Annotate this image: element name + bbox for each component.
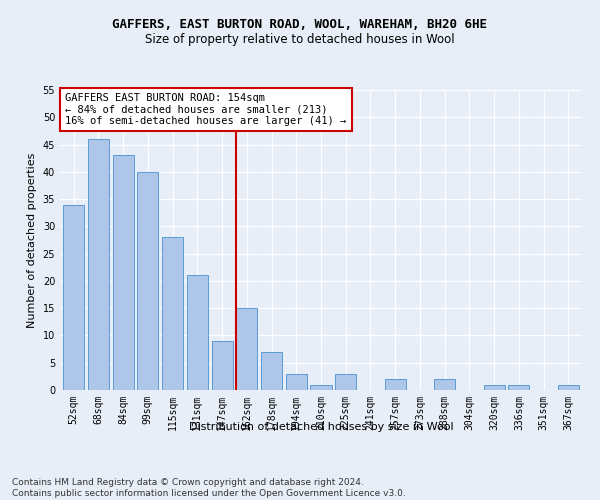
- Bar: [558, 384, 579, 390]
- Bar: [137, 172, 158, 390]
- Bar: [88, 139, 109, 390]
- Bar: [310, 384, 332, 390]
- Text: Size of property relative to detached houses in Wool: Size of property relative to detached ho…: [145, 32, 455, 46]
- Text: Contains HM Land Registry data © Crown copyright and database right 2024.
Contai: Contains HM Land Registry data © Crown c…: [12, 478, 406, 498]
- Bar: [162, 238, 183, 390]
- Bar: [261, 352, 282, 390]
- Bar: [335, 374, 356, 390]
- Bar: [212, 341, 233, 390]
- Bar: [236, 308, 257, 390]
- Bar: [508, 384, 529, 390]
- Bar: [63, 204, 84, 390]
- Bar: [286, 374, 307, 390]
- Bar: [434, 379, 455, 390]
- Bar: [187, 276, 208, 390]
- Y-axis label: Number of detached properties: Number of detached properties: [27, 152, 37, 328]
- Text: GAFFERS EAST BURTON ROAD: 154sqm
← 84% of detached houses are smaller (213)
16% : GAFFERS EAST BURTON ROAD: 154sqm ← 84% o…: [65, 93, 346, 126]
- Text: Distribution of detached houses by size in Wool: Distribution of detached houses by size …: [188, 422, 454, 432]
- Text: GAFFERS, EAST BURTON ROAD, WOOL, WAREHAM, BH20 6HE: GAFFERS, EAST BURTON ROAD, WOOL, WAREHAM…: [113, 18, 487, 30]
- Bar: [385, 379, 406, 390]
- Bar: [113, 156, 134, 390]
- Bar: [484, 384, 505, 390]
